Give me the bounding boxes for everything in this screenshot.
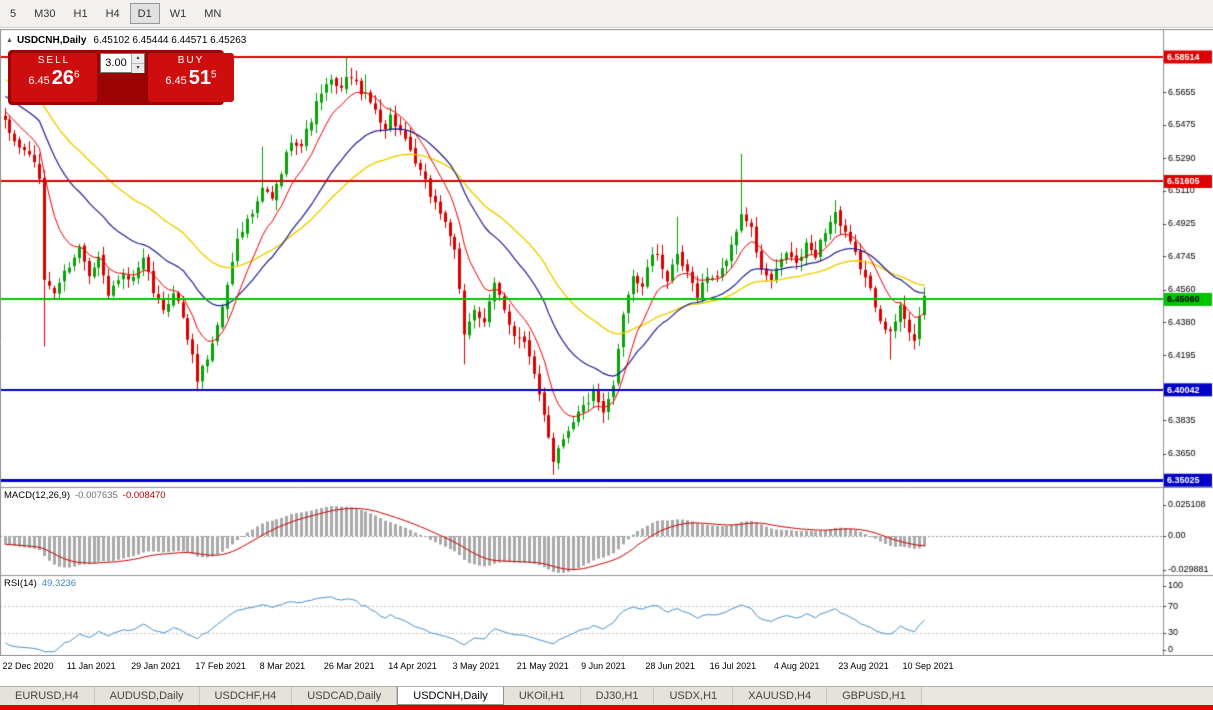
date-label: 21 May 2021 [516, 661, 569, 671]
rsi-panel[interactable] [0, 576, 1163, 655]
timeframe-button-m30[interactable]: M30 [34, 7, 56, 20]
chart-tab-dj30-h1[interactable]: DJ30,H1 [580, 687, 655, 705]
chart-tab-usdchf-h4[interactable]: USDCHF,H4 [199, 687, 293, 705]
sell-price-prefix: 6.45 [28, 75, 50, 87]
date-label: 29 Jan 2021 [131, 661, 181, 671]
date-label: 4 Aug 2021 [773, 661, 820, 671]
chart-symbol-label: USDCNH,Daily [16, 35, 87, 46]
timeframe-button-w1[interactable]: W1 [169, 7, 187, 20]
timeframe-button-h1[interactable]: H1 [73, 7, 88, 20]
date-label: 14 Apr 2021 [388, 661, 437, 671]
buy-price: 6.45 515 [165, 67, 216, 90]
macd-indicator-label: MACD(12,26,9) -0.007635 -0.008470 [4, 490, 166, 501]
chart-window: ▲ USDCNH,Daily 6.45102 6.45444 6.44571 6.4… [0, 28, 1213, 710]
sell-price-sup: 6 [74, 69, 80, 81]
timeframe-toolbar: 5 M30 H1 H4 D1 W1 MN [0, 0, 1213, 28]
date-label: 10 Sep 2021 [902, 661, 954, 671]
sell-button[interactable]: SELL 6.45 266 [11, 53, 97, 102]
date-label: 22 Dec 2020 [2, 661, 54, 671]
chart-tab-ukoil-h1[interactable]: UKOil,H1 [503, 687, 581, 705]
date-label: 26 Mar 2021 [323, 661, 375, 671]
date-label: 9 Jun 2021 [581, 661, 626, 671]
timeframe-button-d1[interactable]: D1 [129, 3, 160, 24]
chart-tab-usdcnh-daily[interactable]: USDCNH,Daily [397, 687, 504, 705]
macd-signal-value: -0.008470 [122, 490, 166, 501]
chart-tab-audusd-daily[interactable]: AUDUSD,Daily [94, 687, 200, 705]
chart-tab-usdx-h1[interactable]: USDX,H1 [654, 687, 734, 705]
buy-price-sup: 5 [211, 69, 217, 81]
buy-label: BUY [177, 55, 205, 66]
chart-tab-bar: EURUSD,H4 AUDUSD,Daily USDCHF,H4 USDCAD,Dai… [0, 686, 1213, 705]
date-label: 8 Mar 2021 [259, 661, 306, 671]
macd-main-value: -0.007635 [75, 490, 118, 501]
date-axis[interactable]: 22 Dec 2020 11 Jan 2021 29 Jan 2021 17 Feb … [0, 656, 1163, 676]
chart-tab-gbpusd-h1[interactable]: GBPUSD,H1 [827, 687, 922, 705]
volume-spinner: ▴ ▾ [131, 54, 144, 73]
timeframe-button-5[interactable]: 5 [10, 7, 17, 20]
bottom-red-bar [0, 705, 1213, 710]
buy-price-prefix: 6.45 [165, 75, 187, 87]
date-label: 17 Feb 2021 [195, 661, 246, 671]
price-axis[interactable] [1164, 29, 1213, 656]
sell-label: SELL [37, 55, 71, 66]
volume-box: ▴ ▾ [100, 53, 145, 73]
date-label: 3 May 2021 [452, 661, 500, 671]
timeframe-button-h4[interactable]: H4 [105, 7, 120, 20]
rsi-label: RSI(14) [4, 578, 37, 589]
timeframe-button-mn[interactable]: MN [204, 7, 222, 20]
collapse-panel-icon[interactable]: ▲ [6, 37, 13, 44]
volume-up-button[interactable]: ▴ [132, 54, 144, 64]
sell-price: 6.45 266 [28, 67, 79, 90]
buy-button[interactable]: BUY 6.45 515 [148, 53, 234, 102]
chart-ohlc-values: 6.45102 6.45444 6.44571 6.45263 [93, 35, 247, 46]
sell-price-big: 26 [51, 67, 75, 89]
date-label: 11 Jan 2021 [66, 661, 116, 671]
macd-panel[interactable] [0, 488, 1163, 575]
date-label: 28 Jun 2021 [645, 661, 695, 671]
macd-label: MACD(12,26,9) [4, 490, 70, 501]
volume-down-button[interactable]: ▾ [132, 64, 144, 73]
date-label: 23 Aug 2021 [838, 661, 889, 671]
chart-tab-eurusd-h4[interactable]: EURUSD,H4 [0, 687, 95, 705]
rsi-indicator-label: RSI(14) 49.3236 [4, 578, 76, 589]
chart-tab-usdcad-daily[interactable]: USDCAD,Daily [292, 687, 398, 705]
date-label: 16 Jul 2021 [709, 661, 757, 671]
rsi-value: 49.3236 [41, 578, 77, 589]
chart-title: ▲ USDCNH,Daily 6.45102 6.45444 6.44571 6.4… [6, 35, 246, 46]
buy-price-big: 51 [188, 67, 212, 89]
chart-canvas[interactable] [0, 29, 1213, 656]
volume-input[interactable] [101, 54, 131, 72]
chart-tab-xauusd-h4[interactable]: XAUUSD,H4 [733, 687, 828, 705]
